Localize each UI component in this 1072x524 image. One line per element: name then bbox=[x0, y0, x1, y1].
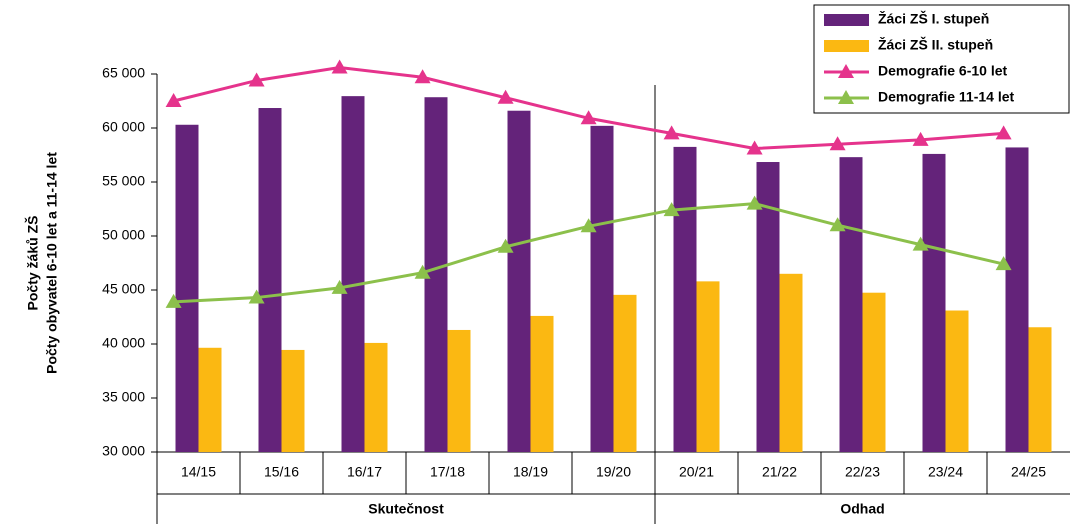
x-tick-label: 18/19 bbox=[513, 464, 548, 480]
legend-label: Žáci ZŠ I. stupeň bbox=[878, 10, 989, 27]
x-tick-label: 24/25 bbox=[1011, 464, 1046, 480]
marker bbox=[912, 236, 929, 251]
bar bbox=[281, 349, 305, 452]
legend-swatch bbox=[824, 40, 869, 52]
marker bbox=[995, 125, 1012, 140]
x-tick-label: 22/23 bbox=[845, 464, 880, 480]
bar bbox=[198, 347, 222, 452]
bar bbox=[530, 315, 554, 452]
x-tick-label: 16/17 bbox=[347, 464, 382, 480]
marker bbox=[995, 256, 1012, 271]
marker bbox=[165, 293, 182, 308]
bar bbox=[756, 162, 780, 452]
x-tick-label: 20/21 bbox=[679, 464, 714, 480]
bar bbox=[424, 97, 448, 452]
legend-label: Demografie 6-10 let bbox=[878, 63, 1007, 79]
y-tick-label: 30 000 bbox=[102, 443, 145, 459]
bar bbox=[507, 110, 531, 452]
x-tick-label: 15/16 bbox=[264, 464, 299, 480]
bar bbox=[341, 96, 365, 452]
group-label: Odhad bbox=[840, 501, 884, 517]
bar bbox=[447, 329, 471, 452]
legend-marker bbox=[838, 90, 854, 104]
bar bbox=[590, 125, 614, 452]
marker bbox=[746, 140, 763, 155]
marker bbox=[331, 279, 348, 294]
marker bbox=[829, 136, 846, 151]
marker bbox=[663, 202, 680, 217]
y-axis-label: Počty žáků ZŠ bbox=[24, 216, 41, 311]
x-tick-label: 21/22 bbox=[762, 464, 797, 480]
legend-marker bbox=[838, 64, 854, 78]
bar bbox=[613, 294, 637, 452]
bar bbox=[1028, 327, 1052, 452]
marker bbox=[912, 131, 929, 146]
bar bbox=[696, 281, 720, 452]
marker bbox=[663, 125, 680, 140]
marker bbox=[497, 238, 514, 253]
bar bbox=[175, 124, 199, 452]
legend-label: Žáci ZŠ II. stupeň bbox=[878, 36, 993, 53]
y-tick-label: 45 000 bbox=[102, 281, 145, 297]
y-tick-label: 65 000 bbox=[102, 65, 145, 81]
marker bbox=[331, 59, 348, 74]
y-tick-label: 60 000 bbox=[102, 119, 145, 135]
x-tick-label: 14/15 bbox=[181, 464, 216, 480]
marker bbox=[746, 195, 763, 210]
bar bbox=[673, 146, 697, 452]
bar bbox=[945, 310, 969, 452]
y-axis-label: Počty obyvatel 6-10 let a 11-14 let bbox=[44, 152, 60, 374]
legend-label: Demografie 11-14 let bbox=[878, 89, 1015, 105]
marker bbox=[248, 72, 265, 87]
bar bbox=[1005, 147, 1029, 452]
x-tick-label: 19/20 bbox=[596, 464, 631, 480]
y-tick-label: 55 000 bbox=[102, 173, 145, 189]
bar bbox=[258, 108, 282, 453]
bar bbox=[922, 153, 946, 453]
marker bbox=[165, 93, 182, 107]
bar bbox=[364, 342, 388, 452]
legend-swatch bbox=[824, 14, 869, 26]
marker bbox=[414, 69, 431, 84]
marker bbox=[248, 289, 265, 304]
bar bbox=[839, 157, 863, 452]
group-label: Skutečnost bbox=[368, 501, 444, 517]
marker bbox=[414, 264, 431, 279]
marker bbox=[497, 89, 514, 104]
bar bbox=[862, 292, 886, 452]
marker bbox=[580, 218, 597, 233]
y-tick-label: 50 000 bbox=[102, 227, 145, 243]
x-tick-label: 23/24 bbox=[928, 464, 963, 480]
y-tick-label: 35 000 bbox=[102, 389, 145, 405]
bar bbox=[779, 273, 803, 452]
marker bbox=[580, 110, 597, 125]
y-tick-label: 40 000 bbox=[102, 335, 145, 351]
marker bbox=[829, 217, 846, 232]
x-tick-label: 17/18 bbox=[430, 464, 465, 480]
